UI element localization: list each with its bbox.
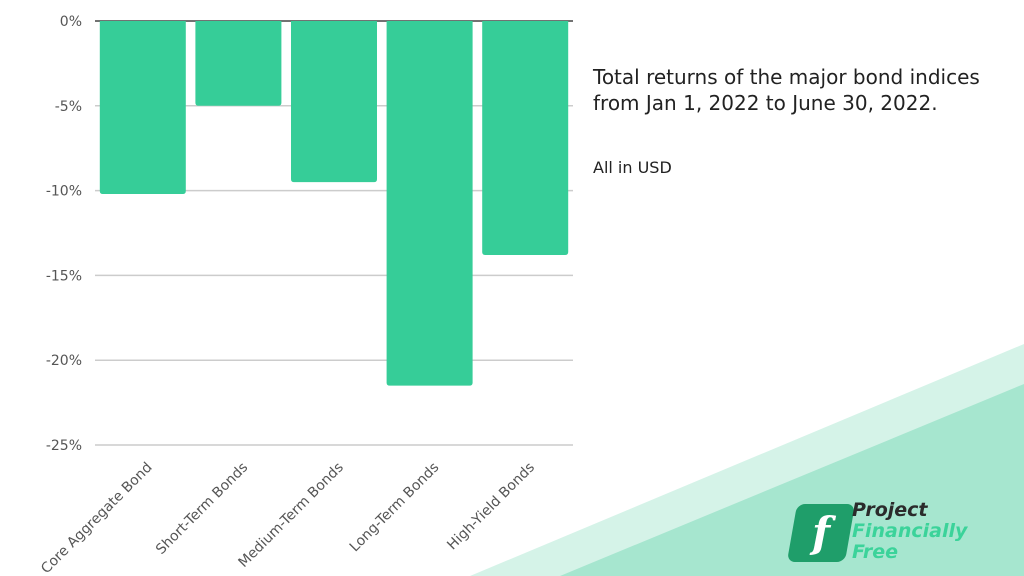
logo-word-2: Financially [852,520,968,542]
bar [291,21,377,183]
chart-caption: Total returns of the major bond indices … [593,64,1013,177]
bar [195,21,282,106]
x-category-label: Long-Term Bonds [347,460,443,556]
logo-wordmark: Project Financially Free [852,500,967,563]
bars [99,21,569,386]
y-tick-label: -5% [55,99,82,115]
bar [386,21,473,386]
y-tick-label: -20% [46,353,82,369]
caption-title-line-1: Total returns of the major bond indices [593,65,980,89]
logo-word-3: Free [852,541,899,563]
x-category-label: Medium-Term Bonds [236,460,347,571]
bar [99,21,186,194]
x-category-label: Short-Term Bonds [153,460,251,558]
y-axis-ticks: 0% -5% -10% -15% -20% -25% [46,14,82,454]
bar [482,21,569,256]
logo-mark-icon: f [786,504,856,562]
y-tick-label: -10% [46,184,82,200]
logo-word-1: Project [852,499,928,521]
y-tick-label: -25% [46,438,82,454]
y-tick-label: 0% [60,14,82,30]
background-band [560,384,1024,576]
brand-logo: f Project Financially Free [786,500,1016,566]
x-category-label: Core Aggregate Bond [38,460,156,576]
y-tick-label: -15% [46,268,82,284]
caption-currency-note: All in USD [593,158,672,177]
x-category-label: High-Yield Bonds [444,460,538,554]
logo-mark-letter: f [811,508,831,557]
caption-title-line-2: from Jan 1, 2022 to June 30, 2022. [593,91,938,115]
